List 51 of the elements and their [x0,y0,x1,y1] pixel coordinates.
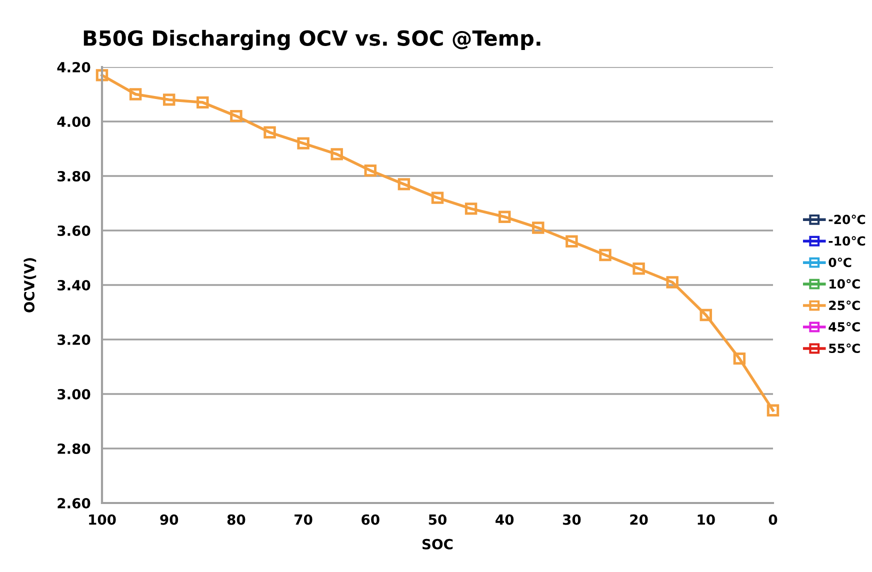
y-tick-label: 3.20 [58,334,90,345]
point [330,148,343,160]
y-tick-label: 3.40 [58,280,90,290]
point [129,88,142,100]
y-tick-label: 3.00 [58,388,90,400]
x-tick-label: 60 [362,514,380,525]
point [297,137,310,150]
point [666,276,678,288]
point [700,308,712,322]
x-tick-label: 10 [698,514,715,525]
point [464,202,478,215]
x-tick-label: 0 [768,514,778,525]
y-axis-title: OCV(V) [24,258,36,312]
x-tick-label: 90 [160,514,178,525]
point [162,94,176,106]
point [364,164,377,177]
y-tick-label: 4.00 [57,116,90,127]
y-tick-label: 3.60 [58,225,90,236]
chart-title: B50G Discharging OCV vs. SOC @Temp. [84,30,540,50]
point [398,178,410,190]
point [632,262,645,275]
y-tick-label: 2.80 [58,443,90,454]
legend-label: -20℃ [828,214,866,224]
x-tick-label: 100 [89,514,116,525]
point [196,96,209,109]
point [96,69,108,82]
legend-label: 55℃ [829,344,860,354]
x-tick-label: 70 [294,514,312,525]
x-axis-title: SOC [422,538,453,550]
point [599,248,612,262]
y-tick-label: 4.20 [57,62,90,72]
legend-label: 45℃ [828,322,860,332]
point [733,352,746,365]
point [532,222,544,234]
x-tick-label: 80 [227,514,246,525]
legend-label: -10℃ [828,236,866,246]
y-tick-label: 3.80 [58,170,90,182]
point [766,404,780,416]
point [264,126,276,139]
x-tick-label: 20 [630,514,648,525]
y-tick-label: 2.60 [58,498,90,508]
point [431,192,444,204]
point [566,235,578,248]
x-tick-label: 50 [428,514,446,525]
x-tick-label: 40 [496,514,514,525]
x-tick-label: 30 [562,514,581,525]
point [230,110,242,122]
point [498,210,511,223]
legend-label: 0℃ [828,258,852,268]
legend-label: 10℃ [830,279,860,289]
legend-label: 25℃ [829,300,860,310]
